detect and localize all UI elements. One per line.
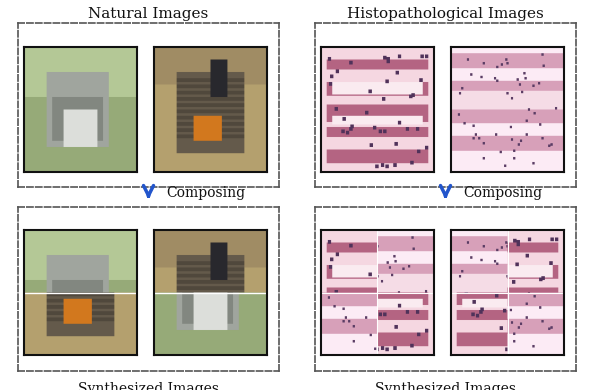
Text: Synthesized Images: Synthesized Images [375,382,516,390]
Text: Composing: Composing [166,186,245,200]
Text: Synthesized Images: Synthesized Images [78,382,219,390]
Title: Histopathological Images: Histopathological Images [347,7,544,21]
Text: Composing: Composing [463,186,542,200]
Title: Natural Images: Natural Images [89,7,208,21]
